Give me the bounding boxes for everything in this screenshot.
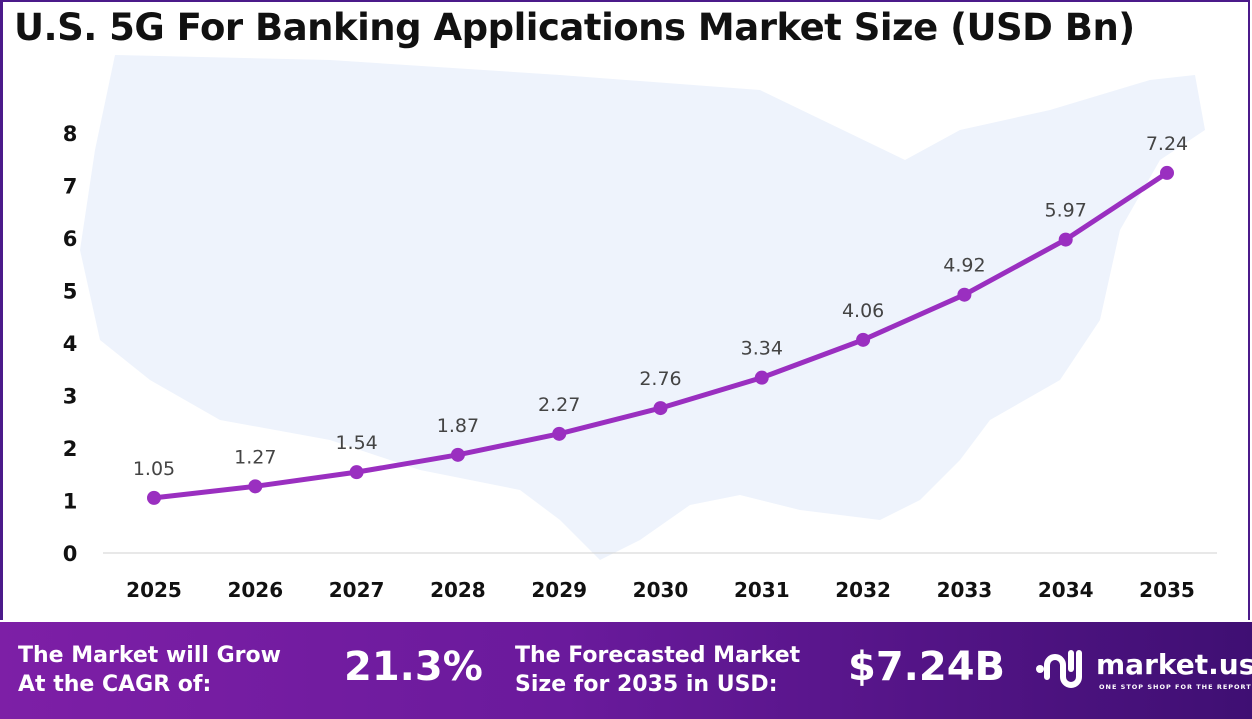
x-tick-label: 2035 xyxy=(1139,578,1195,602)
data-point xyxy=(349,465,364,480)
y-tick-label: 0 xyxy=(63,542,78,566)
chart-frame xyxy=(0,0,1250,620)
data-label: 1.87 xyxy=(437,415,479,437)
data-label: 3.34 xyxy=(741,338,783,360)
chart-title: U.S. 5G For Banking Applications Market … xyxy=(14,6,1135,49)
data-point xyxy=(1160,165,1174,180)
data-point xyxy=(653,401,668,416)
cagr-label: The Market will Grow At the CAGR of: xyxy=(18,641,281,699)
data-point xyxy=(1058,232,1073,247)
cagr-label-line1: The Market will Grow xyxy=(18,643,281,668)
data-label: 2.27 xyxy=(538,394,580,416)
x-tick-label: 2026 xyxy=(227,578,283,602)
brand-tagline: ONE STOP SHOP FOR THE REPORTS xyxy=(1099,683,1252,691)
data-point xyxy=(552,426,567,441)
y-tick-label: 1 xyxy=(63,490,78,514)
y-tick-label: 7 xyxy=(63,175,78,199)
cagr-label-line2: At the CAGR of: xyxy=(18,672,212,697)
x-tick-label: 2032 xyxy=(835,578,891,602)
forecast-label: The Forecasted Market Size for 2035 in U… xyxy=(515,641,800,699)
y-tick-label: 5 xyxy=(63,280,78,304)
footer-banner: The Market will Grow At the CAGR of: 21.… xyxy=(0,622,1252,719)
data-point xyxy=(147,490,161,505)
y-tick-label: 8 xyxy=(63,122,78,146)
x-tick-label: 2027 xyxy=(329,578,385,602)
x-tick-label: 2028 xyxy=(430,578,486,602)
data-label: 5.97 xyxy=(1045,200,1087,222)
data-point xyxy=(450,447,465,462)
data-label: 1.54 xyxy=(335,432,377,454)
data-point xyxy=(856,332,871,347)
y-tick-label: 3 xyxy=(63,385,78,409)
x-tick-label: 2029 xyxy=(531,578,587,602)
data-point xyxy=(754,370,769,385)
data-label: 1.05 xyxy=(133,458,175,480)
y-tick-label: 2 xyxy=(63,437,78,461)
forecast-value: $7.24B xyxy=(848,644,1006,690)
x-tick-label: 2030 xyxy=(633,578,689,602)
y-tick-label: 4 xyxy=(63,332,78,356)
x-tick-label: 2025 xyxy=(126,578,182,602)
data-label: 2.76 xyxy=(639,368,681,390)
data-point xyxy=(248,479,263,494)
data-label: 4.06 xyxy=(842,300,884,322)
brand-name: market.us xyxy=(1096,648,1252,681)
cagr-value: 21.3% xyxy=(344,644,483,690)
data-label: 4.92 xyxy=(943,255,985,277)
data-label: 1.27 xyxy=(234,446,276,468)
market-us-logo-icon xyxy=(1036,650,1082,688)
y-tick-label: 6 xyxy=(63,227,78,251)
data-label: 7.24 xyxy=(1146,133,1188,155)
data-point xyxy=(957,287,972,302)
us-map-background xyxy=(80,55,1205,560)
x-tick-label: 2034 xyxy=(1038,578,1094,602)
line-chart: 0 1 2 3 4 5 6 7 8 2025 2026 2027 2028 2029 2030 2031 203… xyxy=(63,55,1217,602)
x-tick-label: 2031 xyxy=(734,578,790,602)
forecast-label-line1: The Forecasted Market xyxy=(515,643,801,668)
forecast-label-line2: Size for 2035 in USD: xyxy=(515,672,778,697)
x-tick-label: 2033 xyxy=(937,578,993,602)
